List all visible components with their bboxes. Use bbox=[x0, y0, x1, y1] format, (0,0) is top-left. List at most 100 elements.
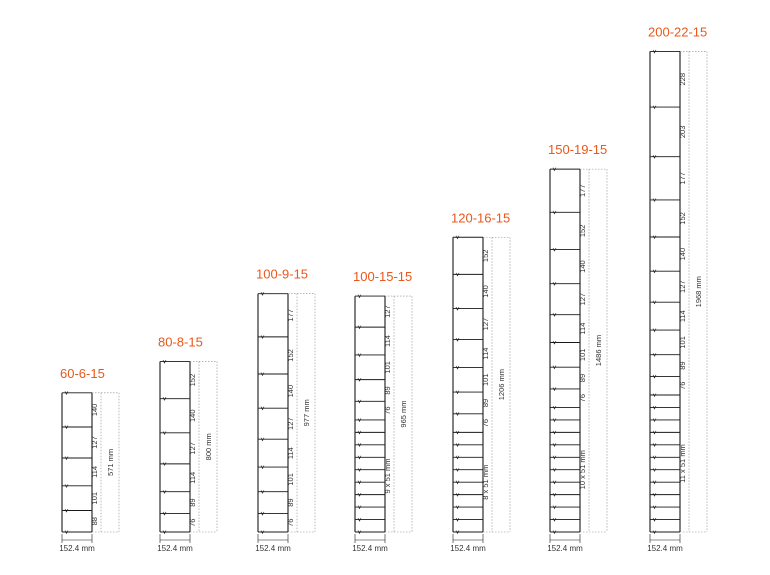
spacing-label: 140 bbox=[286, 385, 295, 398]
wire-knot-mark bbox=[455, 235, 460, 240]
wire-knot-mark bbox=[260, 406, 265, 411]
spacing-label: 89 bbox=[481, 399, 490, 407]
spacing-label: 127 bbox=[578, 293, 587, 306]
total-height-label: 800 mm bbox=[204, 433, 213, 460]
wire-knot-mark bbox=[552, 530, 557, 535]
fence-diagram-100-9-15: 100-9-15 177 152 140 127 114 101 89 76 977 mm 152.… bbox=[255, 267, 316, 553]
wire-knot-mark bbox=[64, 391, 69, 395]
wire-knot-mark bbox=[455, 455, 460, 460]
wire-knot-mark bbox=[552, 405, 557, 410]
width-label: 152.4 mm bbox=[647, 544, 683, 553]
fence-diagram-60-6-15: 60-6-15 140 127 114 101 88 571 mm 152.4 mm bbox=[59, 366, 120, 553]
spacing-label: 152 bbox=[678, 212, 687, 225]
wire-knot-mark bbox=[552, 480, 557, 485]
spacing-label: 76 bbox=[286, 519, 295, 527]
wire-knot-mark bbox=[552, 455, 557, 460]
wire-knot-mark bbox=[260, 292, 265, 296]
uniform-spacing-label: 9 x 51 mm bbox=[383, 458, 392, 493]
spacing-label: 114 bbox=[578, 323, 587, 335]
fence-title: 200-22-15 bbox=[648, 24, 707, 39]
spacing-label: 88 bbox=[90, 517, 99, 525]
total-height-label: 977 mm bbox=[302, 399, 311, 426]
width-label: 152.4 mm bbox=[547, 544, 583, 553]
wire-knot-mark bbox=[64, 456, 69, 461]
wire-knot-mark bbox=[652, 269, 657, 274]
wire-knot-mark bbox=[552, 313, 557, 317]
wire-knot-mark bbox=[652, 353, 657, 357]
width-label: 152.4 mm bbox=[352, 544, 388, 553]
wire-knot-mark bbox=[652, 328, 657, 333]
spacing-label: 114 bbox=[678, 310, 687, 322]
spacing-label: 101 bbox=[383, 361, 392, 374]
total-height-label: 1486 mm bbox=[594, 335, 603, 366]
wire-knot-mark bbox=[162, 462, 167, 467]
wire-knot-mark bbox=[652, 300, 657, 305]
wire-knot-mark bbox=[552, 430, 557, 435]
spacing-label: 127 bbox=[481, 318, 490, 331]
wire-knot-mark bbox=[552, 340, 557, 345]
wire-knot-mark bbox=[162, 490, 167, 494]
wire-knot-mark bbox=[357, 468, 362, 472]
wire-knot-mark bbox=[652, 393, 657, 398]
wire-knot-mark bbox=[552, 167, 557, 172]
wire-knot-mark bbox=[357, 430, 362, 435]
wire-knot-mark bbox=[652, 155, 657, 159]
fence-title: 100-9-15 bbox=[256, 267, 308, 282]
fence-title: 80-8-15 bbox=[158, 335, 203, 350]
wire-knot-mark bbox=[455, 272, 460, 277]
width-label: 152.4 mm bbox=[157, 544, 193, 553]
spacing-label: 101 bbox=[90, 492, 99, 505]
wire-knot-mark bbox=[455, 517, 460, 522]
wire-knot-mark bbox=[652, 505, 657, 510]
wire-knot-mark bbox=[552, 493, 557, 497]
wire-knot-mark bbox=[552, 517, 557, 522]
wire-knot-mark bbox=[357, 294, 362, 299]
wire-knot-mark bbox=[552, 468, 557, 472]
wire-knot-mark bbox=[260, 511, 265, 516]
spacing-label: 140 bbox=[481, 285, 490, 298]
wire-knot-mark bbox=[357, 480, 362, 485]
spacing-label: 152 bbox=[286, 349, 295, 362]
fence-title: 60-6-15 bbox=[60, 366, 105, 381]
wire-knot-mark bbox=[652, 105, 657, 110]
spacing-label: 140 bbox=[578, 260, 587, 273]
wire-knot-mark bbox=[652, 468, 657, 472]
wire-knot-mark bbox=[652, 430, 657, 435]
spacing-label: 114 bbox=[481, 348, 490, 360]
total-height-label: 571 mm bbox=[106, 449, 115, 476]
fence-diagram-80-8-15: 80-8-15 152 140 127 114 89 76 800 mm 152.4 mm bbox=[157, 335, 218, 553]
wire-knot-mark bbox=[455, 306, 460, 311]
wire-knot-mark bbox=[455, 430, 460, 435]
wire-knot-mark bbox=[552, 387, 557, 392]
wire-knot-mark bbox=[64, 530, 69, 535]
wire-knot-mark bbox=[652, 405, 657, 410]
wire-knot-mark bbox=[552, 505, 557, 510]
spacing-label: 101 bbox=[286, 473, 295, 486]
wire-knot-mark bbox=[260, 335, 265, 340]
spacing-label: 101 bbox=[678, 336, 687, 349]
spacing-label: 101 bbox=[578, 349, 587, 362]
spacing-label: 114 bbox=[383, 335, 392, 347]
wire-knot-mark bbox=[652, 517, 657, 522]
spacing-label: 177 bbox=[578, 184, 587, 197]
total-height-label: 1968 mm bbox=[694, 276, 703, 307]
spacing-label: 127 bbox=[383, 305, 392, 318]
spacing-label: 177 bbox=[286, 309, 295, 322]
uniform-spacing-label: 8 x 51 mm bbox=[481, 465, 490, 500]
wire-knot-mark bbox=[357, 353, 362, 358]
spacing-label: 76 bbox=[678, 382, 687, 390]
wire-knot-mark bbox=[260, 437, 265, 442]
spacing-label: 140 bbox=[678, 248, 687, 261]
wire-knot-mark bbox=[162, 511, 167, 516]
spacing-label: 114 bbox=[90, 466, 99, 478]
wire-knot-mark bbox=[455, 443, 460, 447]
wire-knot-mark bbox=[652, 480, 657, 485]
spacing-label: 152 bbox=[188, 374, 197, 387]
wire-knot-mark bbox=[552, 443, 557, 447]
spacing-label: 140 bbox=[188, 410, 197, 423]
spacing-label: 89 bbox=[188, 498, 197, 506]
spacing-label: 140 bbox=[90, 404, 99, 417]
wire-knot-mark bbox=[652, 530, 657, 535]
spacing-label: 76 bbox=[383, 406, 392, 414]
